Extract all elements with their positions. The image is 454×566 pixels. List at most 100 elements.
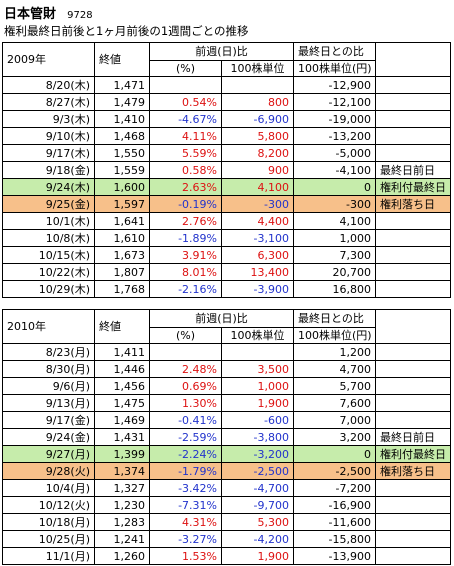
closing-price-cell: 1,469 xyxy=(94,411,150,429)
weekly-change-amount-cell: -4,700 xyxy=(221,479,294,497)
weekly-change-amount-cell: -600 xyxy=(221,411,294,429)
vs-last-day-cell: -13,900 xyxy=(293,547,376,565)
note-cell: 権利落ち日 xyxy=(375,462,451,480)
vs-last-day-cell: 5,700 xyxy=(293,377,376,395)
weekly-change-amount-cell: 900 xyxy=(221,161,294,179)
note-cell xyxy=(375,127,451,145)
vs-last-day-cell: -19,000 xyxy=(293,110,376,128)
note-header xyxy=(375,42,451,77)
closing-price-cell: 1,456 xyxy=(94,377,150,395)
table-row: 9/3(木) 1,410 -4.67% -6,900 -19,000 xyxy=(2,110,451,128)
weekly-change-percent-cell: 1.53% xyxy=(149,547,222,565)
vs-last-day-cell: -5,000 xyxy=(293,144,376,162)
table-row: 11/1(月) 1,260 1.53% 1,900 -13,900 xyxy=(2,547,451,565)
table-row: 9/27(月) 1,399 -2.24% -3,200 0 権利付最終日 xyxy=(2,445,451,463)
vs-last-day-cell: 1,000 xyxy=(293,229,376,247)
weekly-change-percent-cell: -3.42% xyxy=(149,479,222,497)
note-cell xyxy=(375,360,451,378)
closing-price-cell: 1,410 xyxy=(94,110,150,128)
closing-price-cell: 1,559 xyxy=(94,161,150,179)
weekly-change-amount-cell xyxy=(221,76,294,94)
stock-code: 9728 xyxy=(67,10,93,21)
date-cell: 9/24(金) xyxy=(2,428,95,446)
vs-last-day-cell: 3,200 xyxy=(293,428,376,446)
closing-price-header: 終値 xyxy=(94,309,150,344)
table-row: 10/18(月) 1,283 4.31% 5,300 -11,600 xyxy=(2,513,451,531)
note-cell xyxy=(375,377,451,395)
weekly-change-percent-cell xyxy=(149,76,222,94)
note-cell xyxy=(375,513,451,531)
vs-last-day-header: 最終日との比 xyxy=(293,42,376,61)
date-cell: 11/1(月) xyxy=(2,547,95,565)
weekly-change-percent-cell: 5.59% xyxy=(149,144,222,162)
weekly-change-amount-cell: 1,900 xyxy=(221,394,294,412)
weekly-change-amount-cell: -9,700 xyxy=(221,496,294,514)
note-cell xyxy=(375,394,451,412)
weekly-change-amount-cell: -3,100 xyxy=(221,229,294,247)
date-cell: 10/1(木) xyxy=(2,212,95,230)
date-cell: 10/15(木) xyxy=(2,246,95,264)
date-cell: 9/24(木) xyxy=(2,178,95,196)
date-cell: 9/17(金) xyxy=(2,411,95,429)
note-cell xyxy=(375,229,451,247)
weekly-change-amount-cell: 13,400 xyxy=(221,263,294,281)
note-cell xyxy=(375,93,451,111)
weekly-change-percent-cell: 0.54% xyxy=(149,93,222,111)
closing-price-header: 終値 xyxy=(94,42,150,77)
table-row: 10/8(木) 1,610 -1.89% -3,100 1,000 xyxy=(2,229,451,247)
closing-price-cell: 1,411 xyxy=(94,343,150,361)
vs-last-day-cell: 4,700 xyxy=(293,360,376,378)
closing-price-cell: 1,431 xyxy=(94,428,150,446)
weekly-change-amount-cell: -300 xyxy=(221,195,294,213)
date-cell: 8/30(月) xyxy=(2,360,95,378)
weekly-change-header: 前週(日)比 xyxy=(149,309,294,328)
weekly-change-percent-cell: -2.16% xyxy=(149,280,222,298)
date-cell: 10/12(火) xyxy=(2,496,95,514)
note-cell xyxy=(375,411,451,429)
weekly-change-percent-cell: -0.41% xyxy=(149,411,222,429)
table-row: 8/20(木) 1,471 -12,900 xyxy=(2,76,451,94)
table-row: 9/25(金) 1,597 -0.19% -300 -300 権利落ち日 xyxy=(2,195,451,213)
weekly-change-percent-cell: 4.11% xyxy=(149,127,222,145)
weekly-change-percent-cell: -1.89% xyxy=(149,229,222,247)
vs-last-day-cell: -16,900 xyxy=(293,496,376,514)
weekly-change-percent-cell: 0.69% xyxy=(149,377,222,395)
closing-price-cell: 1,241 xyxy=(94,530,150,548)
weekly-change-percent-cell: -4.67% xyxy=(149,110,222,128)
closing-price-cell: 1,471 xyxy=(94,76,150,94)
vs-last-day-cell: -15,800 xyxy=(293,530,376,548)
vs-last-day-cell: -13,200 xyxy=(293,127,376,145)
vs-last-day-cell: -12,100 xyxy=(293,93,376,111)
closing-price-cell: 1,600 xyxy=(94,178,150,196)
vs-last-day-cell: 0 xyxy=(293,445,376,463)
note-cell xyxy=(375,530,451,548)
weekly-change-amount-cell: -2,500 xyxy=(221,462,294,480)
vs-last-day-cell: -2,500 xyxy=(293,462,376,480)
table-row: 9/24(木) 1,600 2.63% 4,100 0 権利付最終日 xyxy=(2,178,451,196)
document-subtitle: 権利最終日前後と1ヶ月前後の1週間ごとの推移 xyxy=(4,24,249,38)
weekly-change-amount-cell: 1,900 xyxy=(221,547,294,565)
closing-price-cell: 1,283 xyxy=(94,513,150,531)
weekly-change-amount-cell: 4,400 xyxy=(221,212,294,230)
date-cell: 9/13(月) xyxy=(2,394,95,412)
price-table-2010: 2010年 終値 前週(日)比 最終日との比 (%) 100株単位 100株単位… xyxy=(2,309,451,565)
closing-price-cell: 1,768 xyxy=(94,280,150,298)
weekly-change-percent-cell xyxy=(149,343,222,361)
vs-last-day-cell: 7,000 xyxy=(293,411,376,429)
weekly-change-percent-cell: -2.59% xyxy=(149,428,222,446)
table-row: 8/27(木) 1,479 0.54% 800 -12,100 xyxy=(2,93,451,111)
closing-price-cell: 1,641 xyxy=(94,212,150,230)
table-row: 9/17(金) 1,469 -0.41% -600 7,000 xyxy=(2,411,451,429)
date-cell: 10/25(月) xyxy=(2,530,95,548)
closing-price-cell: 1,468 xyxy=(94,127,150,145)
note-cell xyxy=(375,76,451,94)
closing-price-cell: 1,446 xyxy=(94,360,150,378)
vs-last-day-cell: -4,100 xyxy=(293,161,376,179)
vs-last-day-cell: -11,600 xyxy=(293,513,376,531)
closing-price-cell: 1,399 xyxy=(94,445,150,463)
table-row: 9/10(木) 1,468 4.11% 5,800 -13,200 xyxy=(2,127,451,145)
vs-last-day-cell: 7,300 xyxy=(293,246,376,264)
vs-last-day-cell: 0 xyxy=(293,178,376,196)
date-cell: 9/17(木) xyxy=(2,144,95,162)
note-cell xyxy=(375,280,451,298)
